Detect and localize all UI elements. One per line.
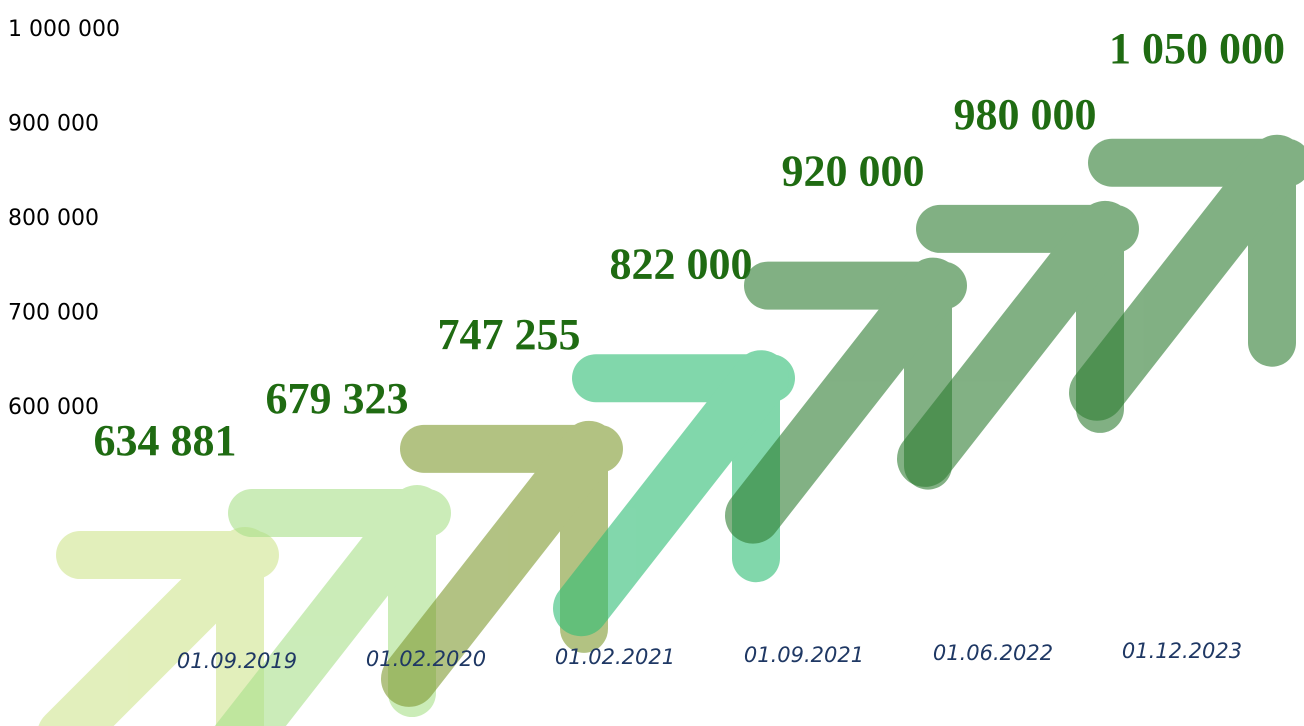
arrow — [1069, 134, 1304, 421]
arrow — [38, 527, 279, 726]
x-tick-label: 01.09.2019 — [177, 649, 297, 673]
arrow-part — [38, 527, 273, 726]
value-label: 1 050 000 — [1109, 24, 1285, 73]
y-tick-label: 800 000 — [8, 206, 99, 231]
value-label: 822 000 — [610, 239, 753, 288]
y-tick-label: 700 000 — [8, 301, 99, 326]
x-tick-label: 01.09.2021 — [744, 643, 864, 667]
value-label: 920 000 — [782, 147, 925, 196]
y-tick-label: 600 000 — [8, 395, 99, 420]
x-tick-label: 01.06.2022 — [933, 641, 1053, 665]
y-tick-label: 1 000 000 — [8, 17, 120, 42]
value-label: 747 255 — [438, 310, 581, 359]
arrow — [897, 200, 1139, 487]
arrow-part — [1069, 134, 1304, 421]
arrow-part — [897, 200, 1133, 487]
arrow-part — [553, 350, 789, 637]
x-tick-label: 01.12.2023 — [1122, 639, 1242, 663]
arrow-part — [725, 257, 961, 544]
arrow-part — [214, 485, 445, 726]
value-label: 634 881 — [94, 416, 237, 465]
x-tick-label: 01.02.2020 — [366, 647, 486, 671]
arrow-part — [381, 420, 617, 707]
x-tick-label: 01.02.2021 — [555, 645, 675, 669]
value-label: 679 323 — [266, 374, 409, 423]
y-tick-label: 900 000 — [8, 112, 99, 137]
value-label: 980 000 — [954, 90, 1097, 139]
